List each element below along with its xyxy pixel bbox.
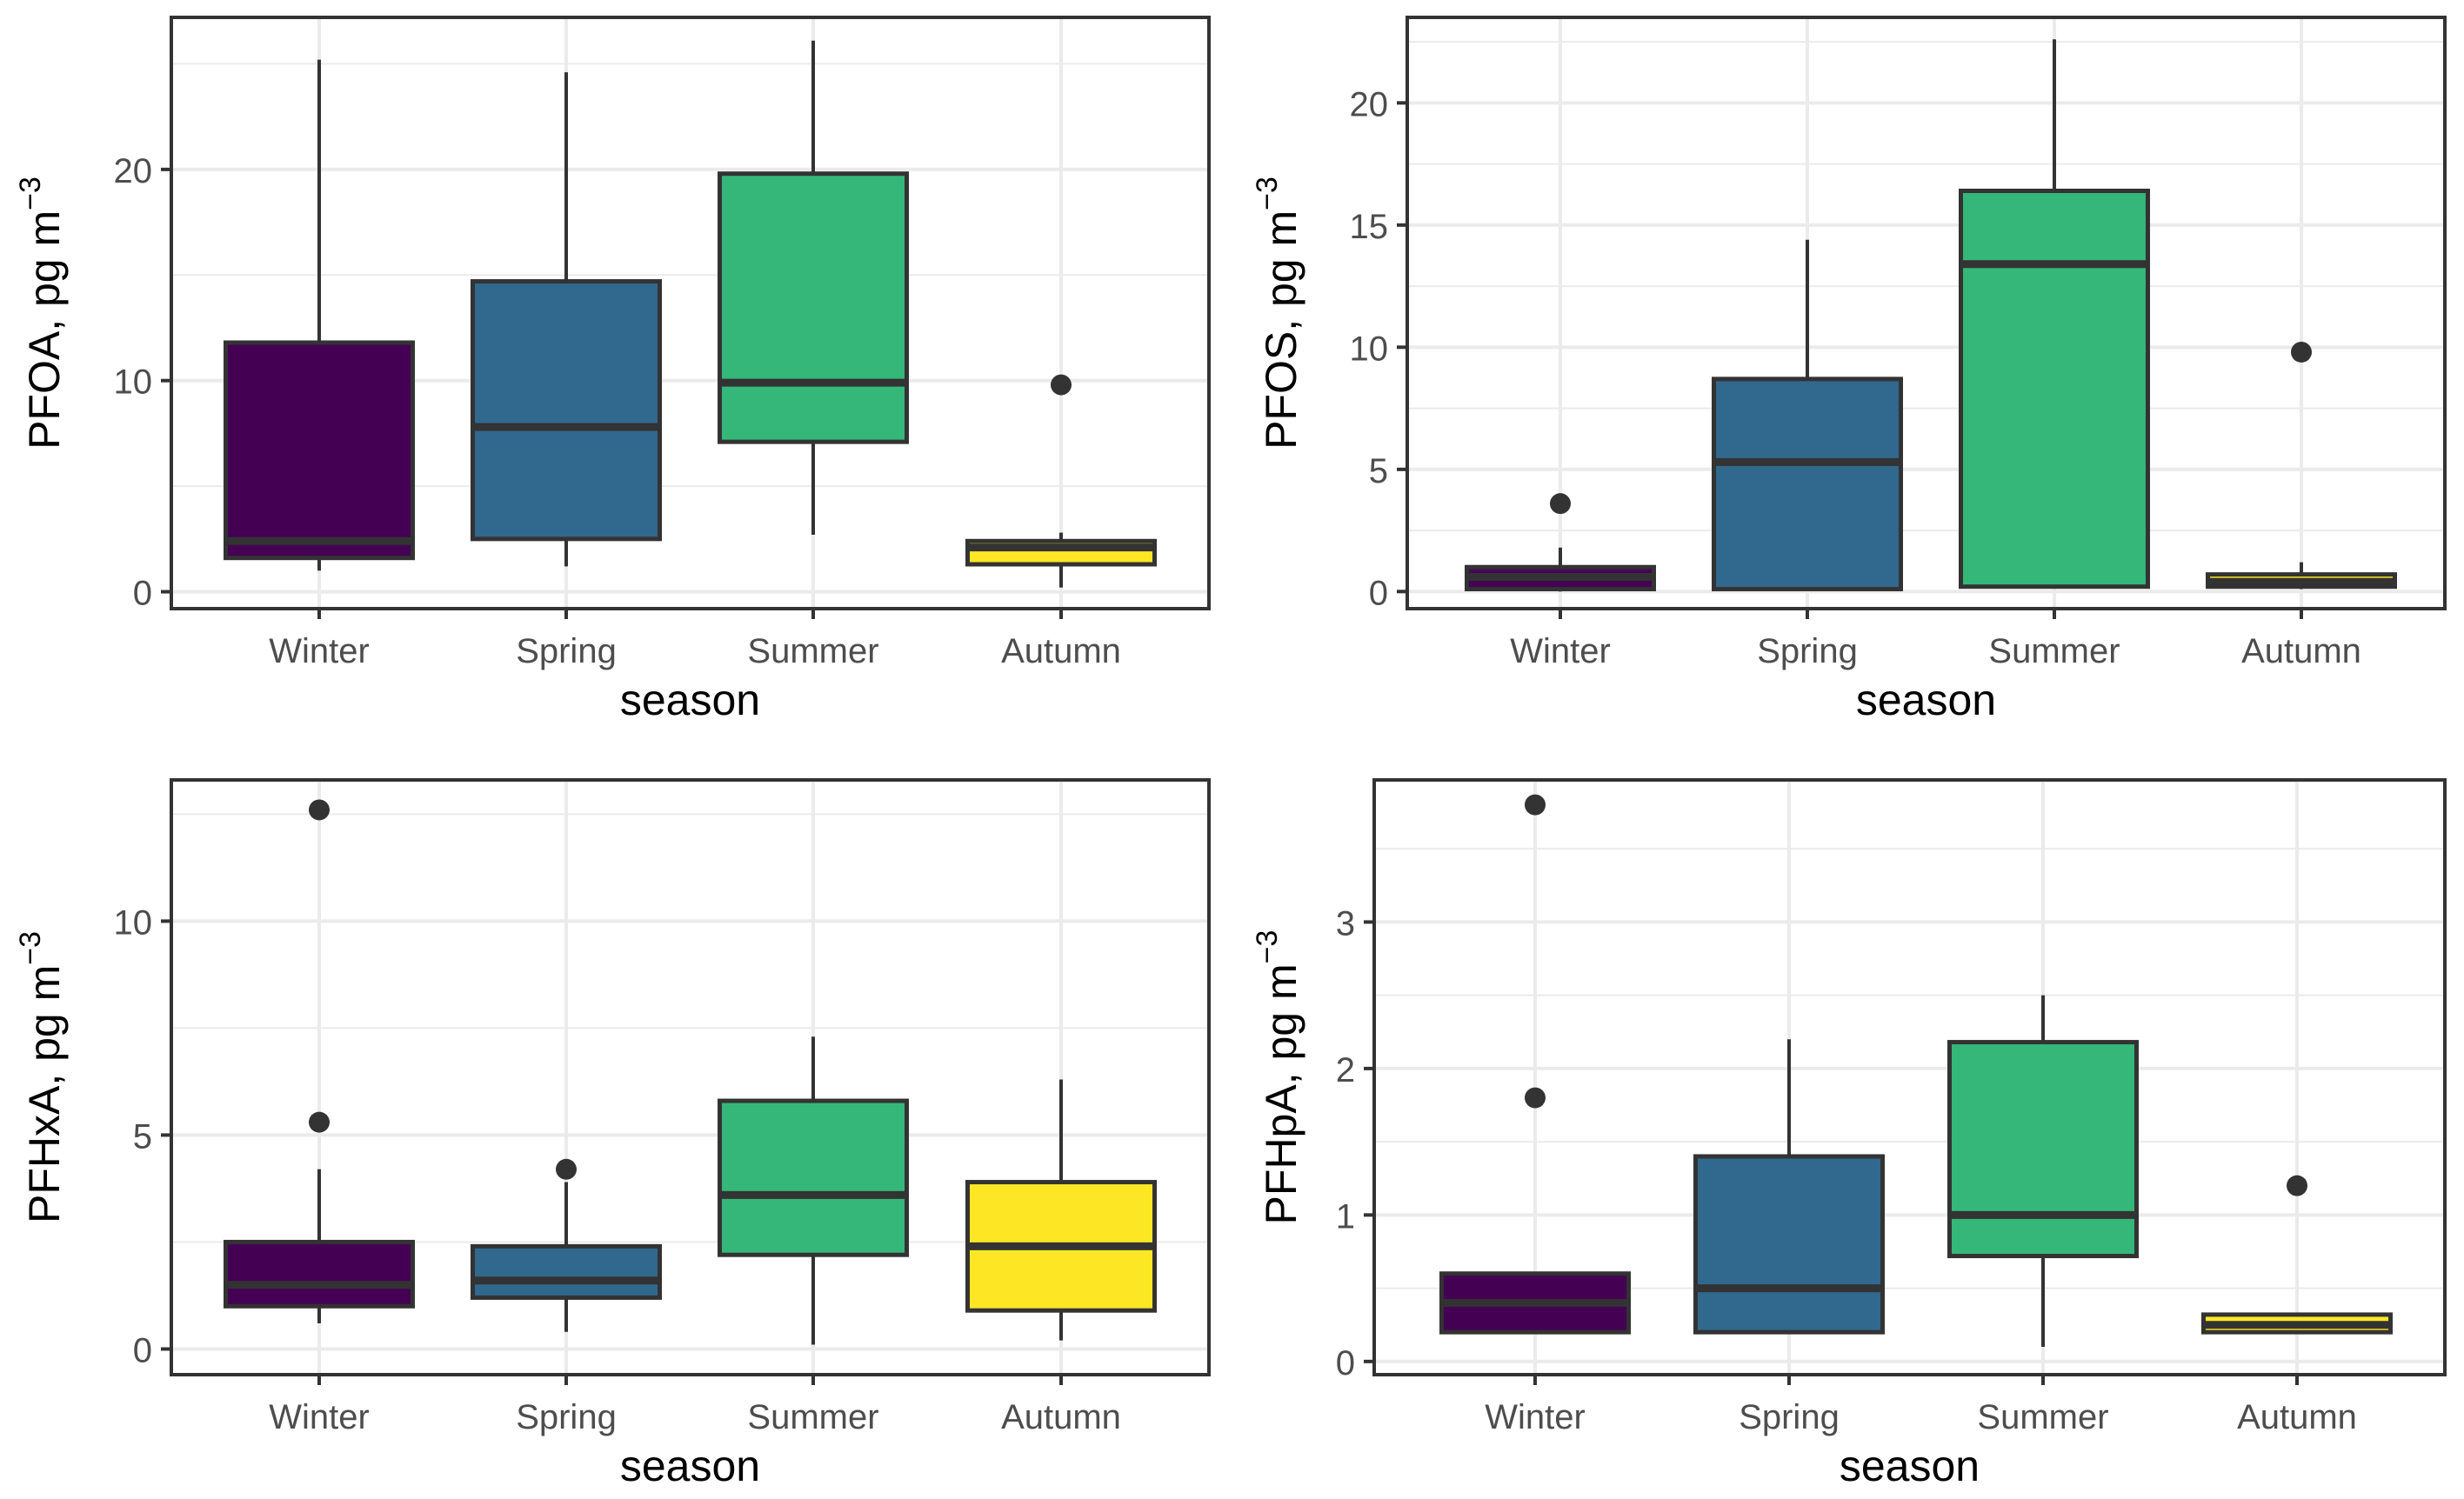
chart-panel-pfhxa: 0 5 10 Winter Spring Summer Autumn season PFHxA,… [14, 778, 1211, 1490]
x-axis-title: season [1840, 1442, 1980, 1490]
box-spring [471, 72, 662, 567]
x-axis-title: season [1856, 676, 1996, 724]
x-tick-label: Winter [1485, 1398, 1586, 1436]
y-axis-title-superscript: −3 [14, 177, 47, 210]
box-iqr [224, 1239, 415, 1309]
x-tick-label: Summer [1977, 1398, 2108, 1436]
y-axis-title-text: PFOS, pg m [1257, 210, 1305, 450]
outlier-point [1051, 374, 1072, 396]
box-iqr [224, 340, 415, 561]
box-spring [471, 1158, 662, 1332]
x-tick-label: Winter [269, 1398, 370, 1436]
y-axis-title-text: PFOA, pg m [20, 210, 69, 450]
x-tick-label: Spring [516, 1398, 617, 1436]
panel-border [1372, 778, 2447, 1376]
box-iqr [718, 171, 909, 444]
box-winter [224, 59, 415, 571]
box-iqr [1693, 1154, 1885, 1335]
x-axis-title: season [620, 1442, 760, 1490]
panel-border [170, 778, 1211, 1376]
outlier-point [309, 1111, 330, 1133]
x-tick-label: Winter [269, 632, 370, 670]
x-axis-title: season [620, 676, 760, 724]
outlier-point [1550, 493, 1571, 515]
y-tick-label: 20 [1350, 85, 1389, 123]
x-tick-label: Summer [1988, 632, 2120, 670]
box-summer [1947, 995, 2139, 1347]
chart-panel-pfoa: 0 10 20 Winter Spring Summer Autumn season PFOA,… [14, 16, 1211, 724]
box-winter [224, 799, 415, 1323]
box-spring [1712, 239, 1903, 592]
panel-border [1406, 16, 2447, 610]
y-axis-title: PFOS, pg m−3 [1251, 177, 1305, 450]
box-summer [718, 40, 909, 535]
x-tick-label: Autumn [1001, 1398, 1121, 1436]
box-summer [1959, 39, 2150, 590]
y-axis-title-superscript: −3 [1251, 177, 1284, 210]
y-tick-label: 3 [1336, 904, 1355, 943]
y-axis-title: PFHpA, pg m−3 [1251, 930, 1305, 1225]
box-iqr [1712, 376, 1903, 592]
y-axis-title-text: PFHxA, pg m [20, 965, 69, 1223]
outlier-point [2291, 341, 2312, 363]
y-tick-label: 0 [133, 575, 152, 613]
box-iqr [471, 279, 662, 542]
box-iqr [1947, 1040, 2139, 1259]
box-autumn [2201, 1175, 2393, 1335]
x-tick-label: Spring [1757, 632, 1858, 670]
y-tick-label: 5 [1369, 452, 1388, 490]
y-tick-label: 10 [114, 363, 153, 402]
y-tick-label: 10 [1350, 330, 1389, 368]
box-iqr [471, 1243, 662, 1300]
y-tick-label: 2 [1336, 1051, 1355, 1089]
x-tick-label: Spring [1739, 1398, 1840, 1436]
box-autumn [965, 374, 1157, 588]
outlier-point [2287, 1175, 2307, 1196]
y-axis-title-text: PFHpA, pg m [1257, 963, 1305, 1224]
box-spring [1693, 1039, 1885, 1335]
chart-panel-pfos: 0 5 10 15 20 Winter Spring Summer Autumn season PF… [1251, 16, 2447, 724]
x-tick-label: Summer [747, 632, 878, 670]
x-tick-label: Autumn [2237, 1398, 2357, 1436]
x-tick-label: Autumn [1001, 632, 1121, 670]
x-tick-label: Spring [516, 632, 617, 670]
y-axis-title: PFHxA, pg m−3 [14, 931, 69, 1223]
x-tick-label: Autumn [2241, 632, 2361, 670]
y-tick-label: 1 [1336, 1197, 1355, 1236]
y-tick-label: 5 [133, 1117, 152, 1156]
box-autumn [965, 1079, 1157, 1341]
box-winter [1465, 493, 1656, 592]
y-axis-title-superscript: −3 [14, 931, 47, 965]
box-iqr [718, 1098, 909, 1257]
outlier-point [1525, 1087, 1546, 1109]
y-axis-title: PFOA, pg m−3 [14, 177, 69, 450]
y-tick-label: 0 [1336, 1344, 1355, 1382]
y-axis-title-superscript: −3 [1251, 930, 1284, 964]
box-winter [1439, 794, 1631, 1335]
outlier-point [1525, 794, 1546, 816]
outlier-point [556, 1158, 577, 1180]
y-tick-label: 20 [114, 152, 153, 190]
box-iqr [1959, 189, 2150, 590]
box-summer [718, 1036, 909, 1345]
y-tick-label: 15 [1350, 208, 1389, 246]
chart-panel-pfhpa: 0 1 2 3 Winter Spring Summer Autumn season PFHpA,… [1251, 778, 2447, 1490]
box-autumn [2206, 341, 2397, 590]
y-tick-label: 0 [1369, 574, 1388, 612]
x-tick-label: Winter [1510, 632, 1611, 670]
y-tick-label: 0 [133, 1331, 152, 1369]
panel-border [170, 16, 1211, 610]
outlier-point [309, 799, 330, 821]
x-tick-label: Summer [747, 1398, 878, 1436]
y-tick-label: 10 [114, 903, 153, 942]
